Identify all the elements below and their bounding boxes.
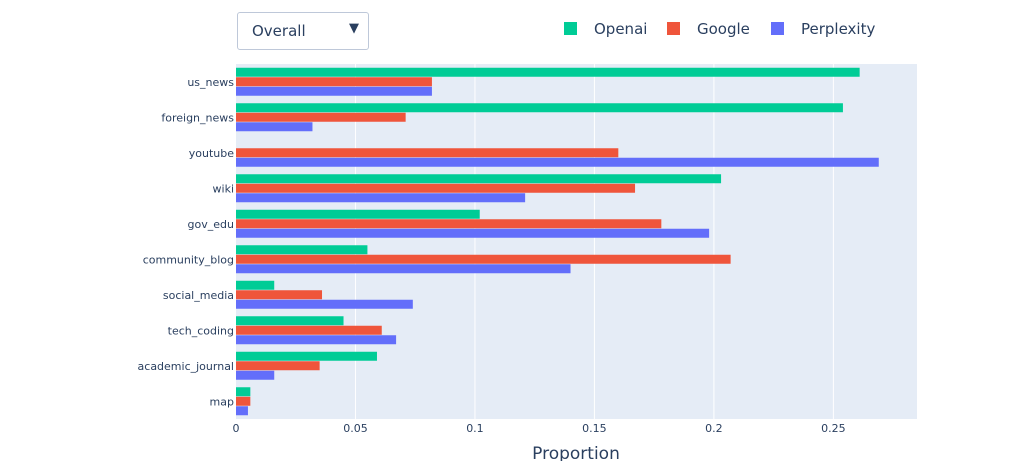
bar-openai-tech_coding[interactable] bbox=[236, 316, 344, 326]
legend-label: Perplexity bbox=[801, 20, 875, 38]
y-tick-label: wiki bbox=[213, 182, 234, 195]
x-tick-label: 0.25 bbox=[821, 422, 846, 435]
dropdown-selected-value: Overall bbox=[252, 22, 306, 40]
y-tick-label: map bbox=[210, 395, 234, 408]
bar-openai-social_media[interactable] bbox=[236, 280, 275, 290]
legend[interactable]: Openai Google Perplexity bbox=[564, 20, 875, 38]
bars bbox=[236, 67, 879, 416]
bar-google-us_news[interactable] bbox=[236, 77, 432, 87]
bar-perplexity-map[interactable] bbox=[236, 406, 248, 416]
bar-openai-wiki[interactable] bbox=[236, 174, 722, 184]
x-tick-label: 0.05 bbox=[343, 422, 368, 435]
bar-google-gov_edu[interactable] bbox=[236, 219, 662, 229]
bar-google-tech_coding[interactable] bbox=[236, 325, 382, 335]
bar-openai-foreign_news[interactable] bbox=[236, 103, 843, 113]
bar-openai-gov_edu[interactable] bbox=[236, 209, 480, 219]
x-tick-label: 0.2 bbox=[705, 422, 723, 435]
view-dropdown[interactable]: Overall ▼ bbox=[237, 12, 369, 50]
x-tick-label: 0.1 bbox=[466, 422, 484, 435]
legend-label: Openai bbox=[594, 20, 647, 38]
bar-google-community_blog[interactable] bbox=[236, 254, 731, 264]
x-tick-label: 0.15 bbox=[582, 422, 607, 435]
bar-perplexity-youtube[interactable] bbox=[236, 157, 879, 167]
bar-google-youtube[interactable] bbox=[236, 148, 619, 158]
y-tick-label: gov_edu bbox=[188, 218, 234, 231]
x-tick-label: 0 bbox=[233, 422, 240, 435]
y-tick-label: social_media bbox=[163, 289, 234, 302]
bar-perplexity-gov_edu[interactable] bbox=[236, 228, 710, 238]
legend-item-perplexity[interactable]: Perplexity bbox=[771, 20, 875, 38]
bar-google-map[interactable] bbox=[236, 396, 251, 406]
bar-perplexity-tech_coding[interactable] bbox=[236, 335, 397, 345]
x-axis-title: Proportion bbox=[532, 444, 620, 461]
triangle-down-icon: ▼ bbox=[349, 21, 359, 36]
bar-perplexity-foreign_news[interactable] bbox=[236, 122, 313, 132]
y-tick-label: youtube bbox=[189, 147, 234, 160]
bar-perplexity-community_blog[interactable] bbox=[236, 264, 571, 274]
bar-openai-community_blog[interactable] bbox=[236, 245, 368, 255]
x-tick-labels: 0 0.05 0.1 0.15 0.2 0.25 bbox=[233, 422, 846, 435]
legend-swatch bbox=[771, 22, 784, 35]
bar-perplexity-us_news[interactable] bbox=[236, 86, 432, 96]
y-tick-label: academic_journal bbox=[138, 360, 234, 373]
bar-openai-map[interactable] bbox=[236, 387, 251, 397]
bar-perplexity-social_media[interactable] bbox=[236, 299, 413, 309]
bar-google-foreign_news[interactable] bbox=[236, 112, 406, 122]
bar-perplexity-wiki[interactable] bbox=[236, 193, 526, 203]
legend-item-google[interactable]: Google bbox=[667, 20, 750, 38]
bar-google-academic_journal[interactable] bbox=[236, 361, 320, 371]
bar-openai-academic_journal[interactable] bbox=[236, 351, 377, 361]
y-tick-label: tech_coding bbox=[168, 324, 234, 337]
bar-google-social_media[interactable] bbox=[236, 290, 323, 300]
legend-item-openai[interactable]: Openai bbox=[564, 20, 647, 38]
y-tick-label: foreign_news bbox=[161, 111, 234, 124]
bar-openai-us_news[interactable] bbox=[236, 67, 860, 77]
bar-perplexity-academic_journal[interactable] bbox=[236, 370, 275, 380]
legend-swatch bbox=[564, 22, 577, 35]
legend-label: Google bbox=[697, 20, 750, 38]
y-tick-label: us_news bbox=[187, 76, 234, 89]
y-tick-label: community_blog bbox=[143, 253, 234, 266]
bar-google-wiki[interactable] bbox=[236, 183, 636, 193]
legend-swatch bbox=[667, 22, 680, 35]
